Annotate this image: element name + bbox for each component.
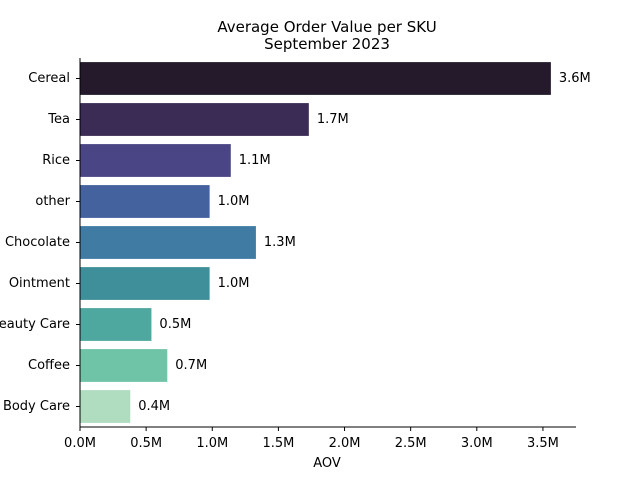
data-label: 1.1M [239,153,271,168]
bar-coffee [80,349,168,382]
y-tick-label: Chocolate [5,235,70,250]
x-axis-label: AOV [313,456,341,471]
x-tick-label: 3.5M [527,436,559,451]
bar-rice [80,144,231,177]
data-label: 3.6M [559,71,591,86]
data-label: 0.7M [175,358,207,373]
y-tick-label: Coffee [28,358,70,373]
y-tick-label: Body Care [3,399,70,414]
y-tick-label: other [35,194,70,209]
data-label: 1.3M [264,235,296,250]
bar-chocolate [80,226,256,259]
y-tick-label: Beauty Care [0,317,70,332]
data-label: 0.4M [138,399,170,414]
x-tick-label: 1.0M [196,436,228,451]
data-label: 0.5M [159,317,191,332]
x-tick-label: 0.5M [130,436,162,451]
data-label: 1.0M [218,276,250,291]
y-axis: Cereal Tea Rice other Chocolate Ointment Beaut… [0,58,81,427]
y-tick-label: Rice [42,153,70,168]
x-axis: 0.0M 0.5M 1.0M 1.5M 2.0M 2.5M 3.0M 3.5M [64,426,576,451]
bars-group [80,62,551,423]
x-tick-label: 2.5M [395,436,427,451]
bar-beauty-care [80,308,152,341]
y-tick-label: Cereal [28,71,70,86]
x-tick-label: 3.0M [461,436,493,451]
bar-body-care [80,390,131,423]
bar-ointment [80,267,210,300]
x-tick-label: 1.5M [262,436,294,451]
data-labels-group: 3.6M 1.7M 1.1M 1.0M 1.3M 1.0M 0.5M 0.7M 0.4M [138,71,590,414]
bar-other [80,185,210,218]
chart-subtitle: September 2023 [264,35,390,53]
y-tick-label: Tea [47,112,70,127]
data-label: 1.0M [218,194,250,209]
bar-cereal [80,62,551,95]
x-tick-label: 0.0M [64,436,96,451]
y-tick-label: Ointment [9,276,70,291]
x-tick-label: 2.0M [329,436,361,451]
bar-tea [80,103,309,136]
data-label: 1.7M [317,112,349,127]
chart-title: Average Order Value per SKU [217,18,436,36]
